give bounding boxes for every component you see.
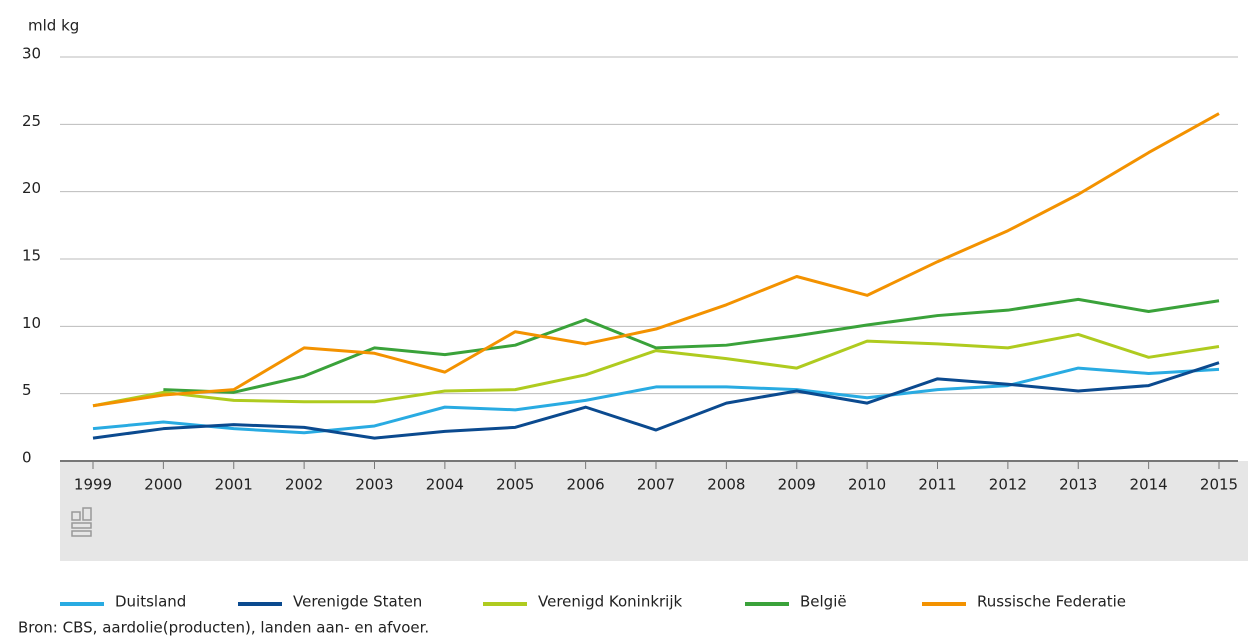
x-tick-label: 2006	[567, 476, 605, 494]
x-tick-label: 2014	[1130, 476, 1168, 494]
cbs-logo	[71, 507, 92, 537]
y-tick-label: 0	[22, 449, 32, 467]
x-tick-label: 2005	[496, 476, 534, 494]
source: Bron: CBS, aardolie(producten), landen a…	[18, 619, 429, 637]
y-tick-label: 20	[22, 179, 41, 197]
axis-band	[60, 461, 1248, 561]
x-tick-label: 2010	[848, 476, 886, 494]
legend-label: Russische Federatie	[977, 593, 1126, 611]
x-tick-label: 2012	[989, 476, 1027, 494]
x-tick-label: 1999	[74, 476, 112, 494]
line	[163, 297, 1220, 394]
y-tick-label: 5	[22, 381, 32, 399]
legend-label: Verenigd Koninkrijk	[538, 593, 683, 611]
line	[92, 332, 1220, 408]
x-tick-label: 2008	[707, 476, 745, 494]
x-tick-label: 2004	[426, 476, 464, 494]
legend-label: België	[800, 593, 847, 611]
legend-label: Verenigde Staten	[293, 593, 422, 611]
y-tick-label: 10	[22, 314, 41, 332]
x-tick-label: 2007	[637, 476, 675, 494]
line	[92, 112, 1220, 408]
x-tick-label: 2009	[778, 476, 816, 494]
legend-label: Duitsland	[115, 593, 186, 611]
y-axis-label: mld kg	[28, 17, 79, 35]
x-tick-label: 2003	[355, 476, 393, 494]
x-tick-label: 2001	[215, 476, 253, 494]
x-tick-label: 2011	[918, 476, 956, 494]
x-tick-label: 2000	[144, 476, 182, 494]
y-tick-label: 25	[22, 112, 41, 130]
x-tick-label: 2002	[285, 476, 323, 494]
line	[92, 361, 1220, 440]
line	[92, 366, 1220, 435]
y-tick-label: 15	[22, 247, 41, 265]
y-tick-label: 30	[22, 45, 41, 63]
x-tick-label: 2013	[1059, 476, 1097, 494]
x-tick-label: 2015	[1200, 476, 1238, 494]
